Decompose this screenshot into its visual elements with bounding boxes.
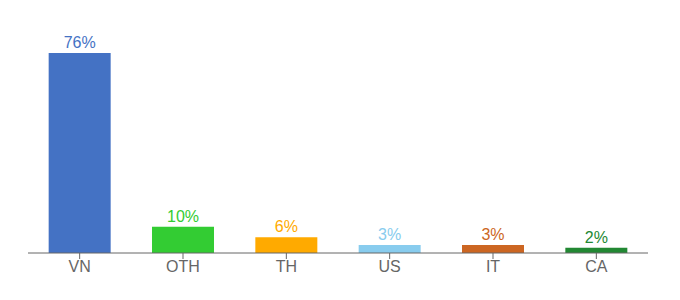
svg-text:IT: IT [486, 258, 500, 275]
svg-text:2%: 2% [585, 229, 608, 246]
svg-text:3%: 3% [481, 226, 504, 243]
svg-text:6%: 6% [275, 218, 298, 235]
svg-text:VN: VN [69, 258, 91, 275]
svg-text:3%: 3% [378, 226, 401, 243]
svg-text:TH: TH [276, 258, 297, 275]
svg-text:OTH: OTH [166, 258, 200, 275]
svg-text:US: US [379, 258, 401, 275]
svg-text:CA: CA [585, 258, 608, 275]
svg-text:76%: 76% [64, 34, 96, 51]
svg-text:10%: 10% [167, 208, 199, 225]
